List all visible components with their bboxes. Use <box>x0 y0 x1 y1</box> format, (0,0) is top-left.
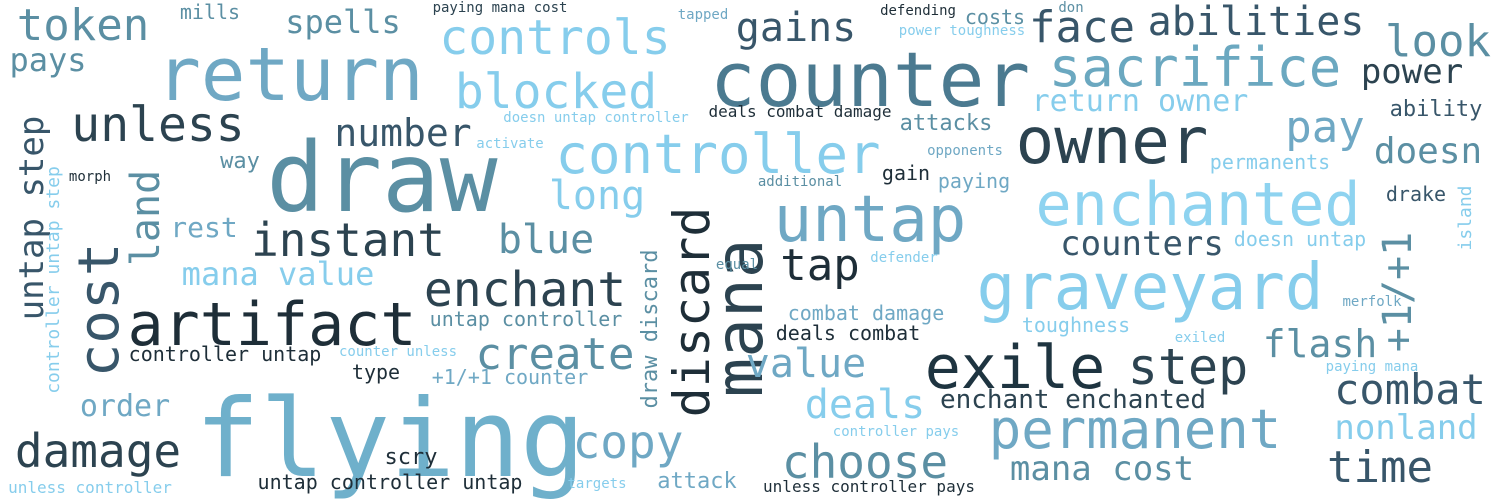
word-discard: discard <box>663 206 721 418</box>
word-look: look <box>1385 16 1491 67</box>
word-paying: paying <box>937 169 1011 193</box>
word-combat: combat <box>1334 365 1486 414</box>
word-unless-controller: unless controller <box>8 478 172 497</box>
word-exile: exile <box>924 333 1106 403</box>
word-mana-value: mana value <box>181 255 375 293</box>
word-enchant: enchant <box>423 262 627 318</box>
word-untap-controller-untap: untap controller untap <box>257 470 523 494</box>
word-don: don <box>1058 0 1084 16</box>
word-value: value <box>745 341 867 387</box>
word-plus-one-plus-one: +1/+1 <box>1375 231 1421 353</box>
word-merfolk: merfolk <box>1342 294 1402 310</box>
word-controls: controls <box>439 10 671 66</box>
word-ability: ability <box>1389 97 1483 122</box>
word-damage: damage <box>14 424 182 478</box>
word-tapped: tapped <box>677 7 729 23</box>
word-defending: defending <box>880 3 956 19</box>
word-permanents: permanents <box>1209 150 1331 174</box>
word-doesn-untap: doesn untap <box>1233 227 1367 251</box>
word-nonland: nonland <box>1334 408 1478 448</box>
word-controller-untap: controller untap <box>128 342 322 366</box>
word-tap: tap <box>780 240 860 291</box>
word-opponents: opponents <box>927 143 1003 159</box>
word-abilities: abilities <box>1147 0 1365 45</box>
word-gains: gains <box>735 5 857 51</box>
word-island: island <box>1455 185 1476 251</box>
word-attacks: attacks <box>899 111 993 136</box>
word-sacrifice: sacrifice <box>1048 36 1342 99</box>
word-equal: equal <box>715 257 759 273</box>
word-token: token <box>16 0 150 51</box>
word-instant: instant <box>251 213 445 267</box>
word-draw: draw <box>266 122 498 234</box>
word-spells: spells <box>285 3 401 41</box>
word-deals: deals <box>804 382 926 428</box>
word-cost: cost <box>67 242 132 378</box>
word-controller-untap-step: controller untap step <box>43 166 64 394</box>
word-toughness: toughness <box>1021 313 1131 337</box>
word-counter: counter <box>709 35 1031 124</box>
word-unless: unless <box>71 97 245 153</box>
word-flash: flash <box>1262 322 1378 366</box>
word-costs: costs <box>964 5 1026 29</box>
word-plus-one-counter: +1/+1 counter <box>431 365 589 389</box>
word-doesn-untap-controller: doesn untap controller <box>503 110 689 126</box>
word-flying: flying <box>194 377 586 500</box>
word-enchanted: enchanted <box>1035 170 1361 240</box>
word-counters: counters <box>1060 224 1224 264</box>
word-morph: morph <box>68 169 112 185</box>
word-additional: additional <box>757 174 843 190</box>
word-blocked: blocked <box>454 64 658 120</box>
word-untap: untap <box>773 183 967 257</box>
word-attack: attack <box>657 469 737 494</box>
word-deals-combat: deals combat <box>775 321 921 345</box>
word-gain: gain <box>881 161 931 185</box>
word-activate: activate <box>476 136 544 152</box>
word-mills: mills <box>179 0 241 24</box>
word-artifact: artifact <box>127 290 417 360</box>
word-step: step <box>1127 338 1249 396</box>
word-blue: blue <box>497 217 595 263</box>
word-defender: defender <box>870 250 938 266</box>
word-unless-controller-pays: unless controller pays <box>763 477 975 496</box>
word-graveyard: graveyard <box>976 251 1324 325</box>
word-pays: pays <box>9 41 87 79</box>
word-owner: owner <box>1015 105 1209 179</box>
word-mana-cost: mana cost <box>1009 449 1195 489</box>
word-return: return <box>156 32 424 118</box>
word-land: land <box>123 169 169 267</box>
word-order: order <box>79 389 171 424</box>
word-deals-combat-damage: deals combat damage <box>708 102 892 121</box>
word-rest: rest <box>170 211 238 244</box>
word-way: way <box>220 149 260 174</box>
word-permanent: permanent <box>988 398 1282 461</box>
word-choose: choose <box>781 435 949 489</box>
word-targets: targets <box>567 476 627 492</box>
word-long: long <box>548 173 646 219</box>
word-combat-damage: combat damage <box>787 301 945 325</box>
word-enchant-enchanted: enchant enchanted <box>939 385 1207 415</box>
word-number: number <box>334 111 472 155</box>
word-draw-discard: draw discard <box>638 249 663 409</box>
word-type: type <box>351 360 401 384</box>
word-doesn: doesn <box>1373 131 1483 172</box>
word-exiled: exiled <box>1174 330 1226 346</box>
word-drake: drake <box>1385 182 1447 206</box>
word-time: time <box>1327 442 1433 493</box>
word-paying-mana: paying mana <box>1325 359 1419 375</box>
word-copy: copy <box>572 415 684 469</box>
word-pay: pay <box>1285 102 1365 153</box>
word-counter-unless: counter unless <box>338 344 458 360</box>
word-scry: scry <box>384 445 438 470</box>
word-power: power <box>1360 52 1464 92</box>
word-untap-controller: untap controller <box>429 307 623 331</box>
word-face: face <box>1029 2 1135 53</box>
word-controller-pays: controller pays <box>832 424 960 440</box>
word-paying-mana-cost: paying mana cost <box>432 0 568 16</box>
word-power-toughness: power toughness <box>898 23 1026 39</box>
word-return-owner: return owner <box>1031 84 1249 119</box>
word-create: create <box>475 329 635 380</box>
word-controller: controller <box>555 123 881 186</box>
